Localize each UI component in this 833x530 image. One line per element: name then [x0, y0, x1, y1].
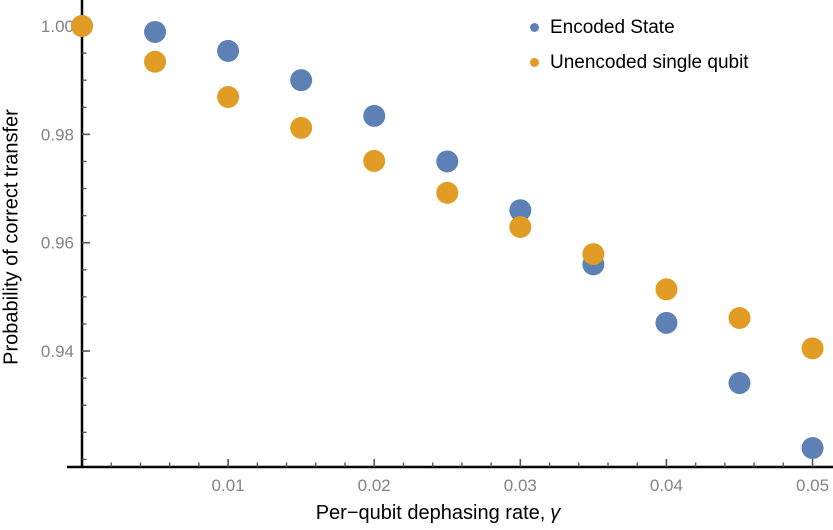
data-point-encoded-state	[655, 311, 678, 334]
y-axis-title: Probability of correct transfer	[0, 109, 23, 365]
data-point-encoded-state	[801, 437, 824, 460]
x-tick-label: 0.05	[796, 476, 829, 495]
data-point-encoded-state	[436, 150, 459, 173]
data-point-encoded-state	[144, 20, 167, 43]
y-tick-label: 0.96	[41, 234, 74, 253]
legend-label: Unencoded single qubit	[550, 51, 749, 73]
data-point-unencoded-single-qubit	[144, 50, 167, 73]
data-point-unencoded-single-qubit	[801, 337, 824, 360]
legend-marker-encoded-state	[530, 23, 539, 32]
x-axis-title-text: Per−qubit dephasing rate,	[315, 502, 546, 524]
x-axis-title: Per−qubit dephasing rate, γ	[316, 502, 561, 525]
data-point-unencoded-single-qubit	[582, 243, 605, 266]
y-tick-label: 1.00	[41, 17, 74, 36]
y-tick-label: 0.94	[41, 342, 74, 361]
data-point-unencoded-single-qubit	[728, 307, 751, 330]
x-tick-label: 0.03	[504, 476, 537, 495]
data-point-unencoded-single-qubit	[71, 15, 93, 38]
gamma-symbol: γ	[550, 502, 561, 524]
data-point-encoded-state	[217, 39, 240, 62]
data-point-unencoded-single-qubit	[290, 116, 313, 139]
legend-item-encoded-state: Encoded State	[530, 17, 749, 38]
data-point-encoded-state	[728, 372, 751, 395]
x-tick-label: 0.01	[212, 476, 245, 495]
legend: Encoded State Unencoded single qubit	[530, 17, 749, 73]
x-tick-label: 0.02	[358, 476, 391, 495]
data-point-unencoded-single-qubit	[217, 85, 240, 108]
data-point-unencoded-single-qubit	[655, 278, 678, 301]
legend-label: Encoded State	[550, 16, 675, 38]
x-tick-label: 0.04	[650, 476, 683, 495]
data-point-encoded-state	[363, 104, 386, 127]
legend-item-unencoded-single-qubit: Unencoded single qubit	[530, 52, 749, 73]
y-tick-label: 0.98	[41, 125, 74, 144]
data-point-unencoded-single-qubit	[509, 215, 532, 238]
data-point-unencoded-single-qubit	[436, 181, 459, 204]
data-point-unencoded-single-qubit	[363, 149, 386, 172]
legend-marker-unencoded-single-qubit	[530, 58, 539, 67]
data-point-encoded-state	[509, 199, 532, 222]
data-point-encoded-state	[290, 69, 313, 92]
